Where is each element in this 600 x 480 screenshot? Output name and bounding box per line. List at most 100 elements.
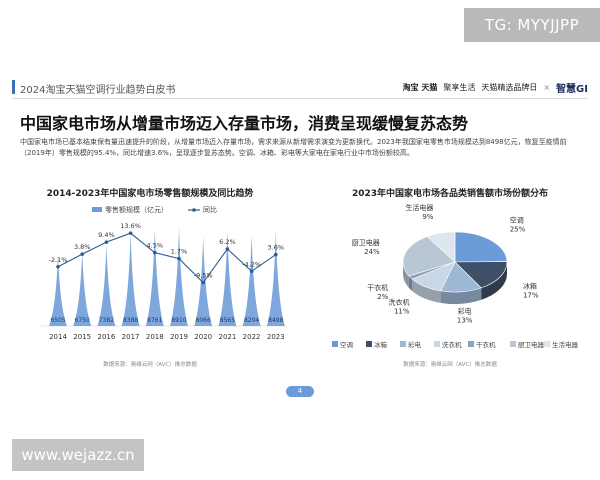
juxiang-logo: 聚享生活 xyxy=(443,83,476,92)
legend-swatch xyxy=(434,341,440,347)
x-tick-label: 2018 xyxy=(146,333,164,341)
pie-slice-side xyxy=(408,275,413,292)
pie-label-value: 25% xyxy=(510,225,526,233)
bar-2021 xyxy=(218,230,237,326)
yoy-label: 4.5% xyxy=(147,242,164,250)
pie-slice-空调 xyxy=(454,231,508,263)
pie-slice-side xyxy=(481,262,507,300)
yoy-label: 6.2% xyxy=(219,238,236,246)
pie-label-value: 24% xyxy=(364,248,380,256)
bar-2018 xyxy=(145,228,164,326)
pie-label-name: 生活电器 xyxy=(405,203,433,212)
partner-logos: 淘宝 天猫 聚享生活 天猫精选品牌日 × 智慧GI xyxy=(403,80,588,95)
retail-scale-chart: 2014-2023年中国家电市场零售额规模及同比趋势 零售额规模（亿元） 同比 … xyxy=(40,187,286,368)
legend-swatch-bar xyxy=(92,207,102,212)
pie-label-value: 2% xyxy=(377,293,388,301)
x-tick-label: 2017 xyxy=(122,333,140,341)
yoy-label: 1.7% xyxy=(171,248,188,256)
legend-label-line: 同比 xyxy=(203,205,217,214)
pie-slice-生活电器 xyxy=(426,231,456,263)
legend-swatch xyxy=(544,341,550,347)
pie-label-value: 11% xyxy=(394,308,410,316)
bar-value-label: 8204 xyxy=(244,317,259,324)
tg-watermark: TG: MYYJJPP xyxy=(464,8,600,42)
x-tick-label: 2019 xyxy=(170,333,188,341)
legend-label: 洗衣机 xyxy=(442,340,462,349)
page-number: 4 xyxy=(286,386,314,397)
description-text: 中国家电市场已基本结束保有量迅速提升的阶段，从增量市场迈入存量市场，需求来源从新… xyxy=(20,138,567,157)
yoy-label: -4.2% xyxy=(242,260,261,268)
x-tick-label: 2021 xyxy=(218,333,236,341)
legend-label-bar: 零售额规模（亿元） xyxy=(105,205,168,214)
yoy-label: 9.4% xyxy=(98,231,115,239)
bar-2023 xyxy=(266,231,285,326)
site-watermark: www.wejazz.cn xyxy=(12,439,144,471)
chart-title: 2014-2023年中国家电市场零售额规模及同比趋势 xyxy=(47,187,254,199)
legend-label: 厨卫电器 xyxy=(518,340,545,349)
yoy-point xyxy=(104,240,109,244)
pie-label-name: 厨卫电器 xyxy=(352,238,380,247)
legend-marker-line xyxy=(192,208,196,212)
zhihui-gi-logo: 智慧GI xyxy=(556,84,588,95)
x-tick-label: 2015 xyxy=(73,333,91,341)
category-share-chart: 2023年中国家电市场各品类销售额市场份额分布 空调25%冰箱17%彩电13%洗… xyxy=(332,187,579,368)
bar-value-label: 8066 xyxy=(196,317,211,324)
legend-label: 生活电器 xyxy=(552,340,579,349)
pie-slice-side xyxy=(412,279,441,303)
x-tick-label: 2014 xyxy=(49,333,67,341)
page-title: 中国家电市场从增量市场迈入存量市场，消费呈现缓慢复苏态势 xyxy=(20,114,469,133)
header-accent-bar xyxy=(12,80,15,94)
bar-value-label: 8910 xyxy=(171,317,186,324)
chart-source: 数据来源：奥维云网（AVC）推总数据 xyxy=(403,360,497,368)
legend-label: 空调 xyxy=(340,340,353,349)
taobao-tmall-logo: 淘宝 天猫 xyxy=(402,83,438,92)
pie-label-value: 17% xyxy=(523,292,539,300)
bar-value-label: 8388 xyxy=(123,317,138,324)
legend-swatch xyxy=(468,341,474,347)
pie-label-name: 冰箱 xyxy=(523,282,537,291)
legend-swatch xyxy=(510,341,516,347)
pie-label-name: 洗衣机 xyxy=(389,298,410,307)
x-tick-label: 2016 xyxy=(97,333,115,341)
bar-value-label: 7382 xyxy=(99,317,114,324)
pie-slice-厨卫电器 xyxy=(402,236,456,277)
x-tick-label: 2022 xyxy=(243,333,261,341)
legend-label: 干衣机 xyxy=(476,340,496,349)
bar-2015 xyxy=(73,251,92,326)
report-title: 2024淘宝天猫空调行业趋势白皮书 xyxy=(20,85,176,96)
pie-label-name: 彩电 xyxy=(458,307,472,316)
yoy-point xyxy=(249,269,254,274)
bar-value-label: 6505 xyxy=(50,317,65,324)
legend-swatch xyxy=(366,341,372,347)
yoy-label: 3.6% xyxy=(268,244,285,252)
bar-2016 xyxy=(97,243,116,326)
yoy-label: 3.8% xyxy=(74,243,91,251)
yoy-point xyxy=(201,280,205,285)
header-divider xyxy=(12,98,588,99)
tmall-brand-day-logo: 天猫精选品牌日 xyxy=(481,83,538,92)
cross-icon: × xyxy=(543,83,551,92)
yoy-point xyxy=(80,252,84,256)
bar-value-label: 8498 xyxy=(268,317,283,324)
yoy-point xyxy=(177,256,181,261)
legend-swatch xyxy=(400,341,406,347)
pie-label-value: 13% xyxy=(457,317,473,325)
yoy-point xyxy=(153,250,157,255)
pie-label-value: 9% xyxy=(422,213,433,221)
chart-legend: 零售额规模（亿元） 同比 xyxy=(92,205,217,214)
x-tick-label: 2023 xyxy=(267,333,285,341)
bar-2022 xyxy=(242,234,261,326)
slide xyxy=(0,70,600,410)
pie-label-name: 干衣机 xyxy=(367,283,388,292)
legend-label: 冰箱 xyxy=(374,340,388,349)
bar-2017 xyxy=(121,232,140,326)
bar-value-label: 8761 xyxy=(147,317,162,324)
legend-label: 彩电 xyxy=(408,340,422,349)
yoy-label: -2.1% xyxy=(49,256,68,264)
chart-source: 数据来源：奥维云网（AVC）推总数据 xyxy=(103,360,197,368)
chart-title: 2023年中国家电市场各品类销售额市场份额分布 xyxy=(352,187,548,199)
yoy-point xyxy=(56,264,60,269)
yoy-label: 13.6% xyxy=(120,222,141,230)
x-tick-label: 2020 xyxy=(194,333,212,341)
pie-slice-冰箱 xyxy=(454,261,508,289)
